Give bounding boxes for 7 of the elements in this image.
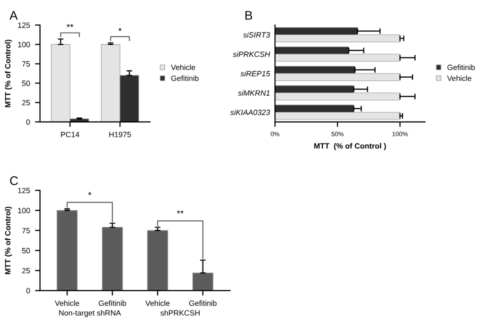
annotation: * [118,28,122,31]
chart-title: C [10,176,18,186]
annotation: * [88,192,92,196]
chart-title: A [9,11,18,20]
annotation: ** [176,210,184,214]
chart-title: B [245,11,252,20]
annotation: ** [66,24,74,28]
